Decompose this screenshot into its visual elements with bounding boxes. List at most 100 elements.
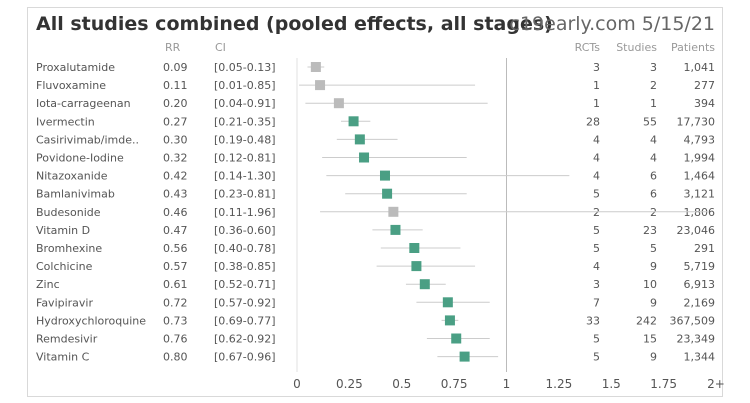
studies-count: 6 [650, 170, 657, 183]
ci-value: [0.19-0.48] [214, 133, 276, 146]
rr-value: 0.20 [163, 97, 188, 110]
rcts-count: 4 [593, 260, 600, 273]
patients-count: 367,509 [670, 314, 716, 327]
study-row: Nitazoxanide 0.42 [0.14-1.30] 4 6 1,464 [36, 170, 715, 183]
study-row: Zinc 0.61 [0.52-0.71] 3 10 6,913 [36, 278, 715, 291]
rr-value: 0.46 [163, 206, 188, 219]
study-row: Favipiravir 0.72 [0.57-0.92] 7 9 2,169 [36, 296, 715, 309]
patients-count: 4,793 [684, 133, 716, 146]
study-row: Bromhexine 0.56 [0.40-0.78] 5 5 291 [36, 242, 715, 255]
patients-count: 394 [694, 97, 715, 110]
ci-value: [0.21-0.35] [214, 115, 276, 128]
rcts-count: 1 [593, 97, 600, 110]
patients-count: 6,913 [684, 278, 716, 291]
studies-count: 1 [650, 97, 657, 110]
effect-marker [419, 279, 430, 290]
rcts-count: 4 [593, 170, 600, 183]
rr-value: 0.27 [163, 115, 188, 128]
treatment-name: Ivermectin [36, 115, 95, 128]
treatment-name: Iota-carrageenan [36, 97, 131, 110]
rcts-count: 7 [593, 296, 600, 309]
effect-marker [359, 152, 370, 163]
rcts-count: 4 [593, 152, 600, 165]
studies-column-header: Studies [616, 41, 657, 54]
rr-value: 0.57 [163, 260, 188, 273]
rr-value: 0.47 [163, 224, 188, 237]
rcts-count: 1 [593, 79, 600, 92]
x-tick-label: 1.25 [546, 377, 573, 391]
studies-count: 23 [643, 224, 657, 237]
ci-value: [0.38-0.85] [214, 260, 276, 273]
x-tick-label: 2+ [707, 377, 725, 391]
rr-value: 0.09 [163, 61, 188, 74]
ci-value: [0.52-0.71] [214, 278, 276, 291]
rr-column-header: RR [165, 41, 181, 54]
rr-value: 0.32 [163, 152, 188, 165]
effect-marker [348, 116, 359, 127]
ci-value: [0.14-1.30] [214, 170, 276, 183]
treatment-name: Hydroxychloroquine [36, 314, 146, 327]
effect-marker [451, 333, 462, 344]
studies-count: 4 [650, 152, 657, 165]
effect-marker [333, 98, 344, 109]
study-row: Casirivimab/imde.. 0.30 [0.19-0.48] 4 4 4,793 [36, 133, 715, 146]
ci-value: [0.40-0.78] [214, 242, 276, 255]
rcts-count: 5 [593, 242, 600, 255]
treatment-name: Casirivimab/imde.. [36, 133, 139, 146]
effect-marker [388, 206, 399, 217]
treatment-name: Bamlanivimab [36, 188, 115, 201]
studies-count: 242 [636, 314, 657, 327]
rcts-count: 33 [586, 314, 600, 327]
patients-count: 17,730 [677, 115, 716, 128]
x-tick-label: 1.75 [650, 377, 677, 391]
treatment-name: Vitamin C [36, 351, 90, 364]
rr-value: 0.30 [163, 133, 188, 146]
ci-value: [0.11-1.96] [214, 206, 276, 219]
rcts-count: 5 [593, 188, 600, 201]
studies-count: 6 [650, 188, 657, 201]
x-axis-ticks: 0 0.25 0.5 0.75 1 1.25 1.5 1.75 2+ [293, 377, 725, 391]
rcts-count: 3 [593, 278, 600, 291]
treatment-name: Nitazoxanide [36, 170, 108, 183]
study-row: Fluvoxamine 0.11 [0.01-0.85] 1 2 277 [36, 79, 715, 92]
rcts-count: 5 [593, 333, 600, 346]
study-row: Colchicine 0.57 [0.38-0.85] 4 9 5,719 [36, 260, 715, 273]
ci-value: [0.69-0.77] [214, 314, 276, 327]
study-row: Bamlanivimab 0.43 [0.23-0.81] 5 6 3,121 [36, 188, 715, 201]
patients-count: 291 [694, 242, 715, 255]
effect-marker [379, 170, 390, 181]
effect-marker [409, 243, 420, 253]
rcts-count: 3 [593, 61, 600, 74]
rr-value: 0.42 [163, 170, 188, 183]
ci-value: [0.57-0.92] [214, 296, 276, 309]
x-tick-label: 0.5 [392, 377, 411, 391]
effect-marker [459, 351, 470, 362]
rcts-count: 4 [593, 133, 600, 146]
ci-column-header: CI [215, 41, 226, 54]
effect-marker [382, 188, 393, 199]
rr-value: 0.73 [163, 314, 188, 327]
study-row: Iota-carrageenan 0.20 [0.04-0.91] 1 1 394 [36, 97, 715, 110]
patients-count: 3,121 [684, 188, 716, 201]
study-row: Proxalutamide 0.09 [0.05-0.13] 3 3 1,041 [36, 61, 715, 74]
rcts-count: 5 [593, 224, 600, 237]
treatment-name: Favipiravir [36, 296, 93, 309]
ci-value: [0.36-0.60] [214, 224, 276, 237]
patients-count: 1,464 [684, 170, 716, 183]
study-row: Vitamin D 0.47 [0.36-0.60] 5 23 23,046 [36, 224, 715, 237]
treatment-name: Colchicine [36, 260, 93, 273]
x-tick-label: 1 [503, 377, 511, 391]
studies-count: 55 [643, 115, 657, 128]
studies-count: 2 [650, 79, 657, 92]
patients-count: 23,046 [677, 224, 716, 237]
effect-marker [411, 261, 422, 272]
x-tick-label: 0.75 [441, 377, 468, 391]
study-rows: Proxalutamide 0.09 [0.05-0.13] 3 3 1,041Fluvo… [36, 61, 715, 364]
brand-date-label: c19early.com 5/15/21 [509, 13, 715, 35]
study-row: Ivermectin 0.27 [0.21-0.35] 28 55 17,730 [36, 115, 715, 128]
treatment-name: Budesonide [36, 206, 101, 219]
rr-value: 0.11 [163, 79, 188, 92]
patients-count: 1,344 [684, 351, 716, 364]
rcts-count: 28 [586, 115, 600, 128]
